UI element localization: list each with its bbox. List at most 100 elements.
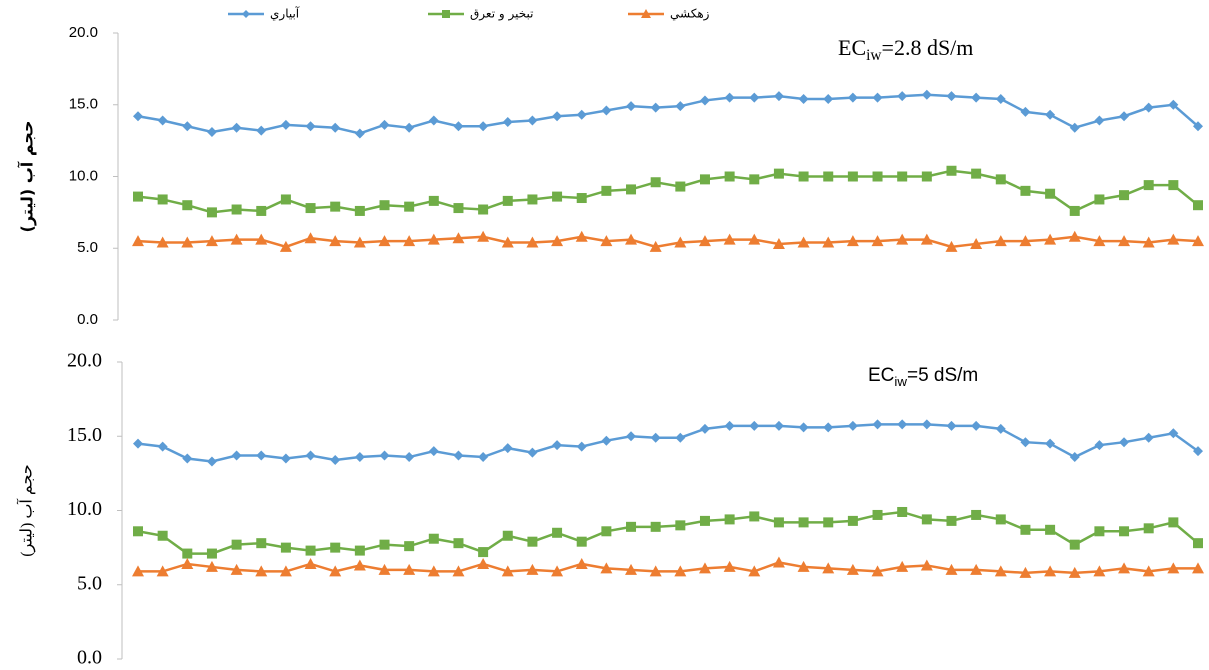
marker: [329, 235, 342, 247]
marker: [452, 565, 465, 577]
marker: [649, 240, 662, 252]
marker: [404, 201, 415, 212]
marker: [994, 235, 1007, 247]
marker: [846, 563, 859, 575]
marker: [502, 116, 513, 127]
marker: [601, 435, 612, 446]
marker: [674, 236, 687, 248]
marker: [995, 94, 1006, 105]
marker: [847, 171, 858, 182]
marker: [305, 545, 316, 556]
marker: [1044, 233, 1057, 245]
marker: [772, 556, 785, 568]
marker: [428, 446, 439, 457]
marker: [1068, 230, 1081, 242]
marker: [872, 509, 883, 520]
marker: [625, 563, 638, 575]
marker: [872, 92, 883, 103]
marker: [699, 95, 710, 106]
marker: [427, 233, 440, 245]
marker: [230, 233, 243, 245]
marker: [526, 563, 539, 575]
marker: [601, 526, 612, 537]
y-tick-label: 10.0: [69, 167, 98, 184]
marker: [404, 541, 415, 552]
marker: [946, 420, 957, 431]
marker: [1168, 180, 1179, 191]
legend-label: زهكشي: [670, 7, 710, 22]
marker: [649, 565, 662, 577]
y-tick-label: 5.0: [77, 572, 102, 594]
marker: [724, 420, 735, 431]
marker: [379, 200, 390, 211]
marker: [575, 557, 588, 569]
marker: [305, 203, 316, 214]
marker: [231, 450, 242, 461]
marker: [280, 542, 291, 553]
marker: [920, 233, 933, 245]
marker: [1142, 236, 1155, 248]
marker: [1045, 524, 1056, 535]
marker: [971, 168, 982, 179]
marker: [945, 563, 958, 575]
marker: [724, 171, 735, 182]
marker: [354, 452, 365, 463]
marker: [1094, 194, 1105, 205]
marker: [304, 232, 317, 244]
marker: [1069, 122, 1080, 133]
marker: [1143, 432, 1154, 443]
marker: [428, 115, 439, 126]
marker: [748, 565, 761, 577]
marker: [305, 450, 316, 461]
marker: [156, 565, 169, 577]
series-line: [137, 510, 1199, 555]
marker: [699, 515, 710, 526]
marker: [798, 422, 809, 433]
marker: [773, 517, 784, 528]
marker: [552, 527, 563, 538]
marker: [132, 565, 144, 577]
marker: [478, 121, 489, 132]
marker: [1020, 524, 1031, 535]
marker: [527, 115, 538, 126]
marker: [206, 456, 217, 467]
marker: [724, 92, 735, 103]
marker: [1045, 188, 1056, 199]
marker: [403, 563, 416, 575]
marker: [1167, 233, 1180, 245]
y-axis-label: حجم آب (ليتر): [17, 121, 37, 233]
marker: [279, 240, 292, 252]
annotation-sub: iw: [894, 374, 907, 389]
series-line: [137, 169, 1199, 214]
marker: [1020, 437, 1031, 448]
marker: [994, 565, 1007, 577]
marker: [1094, 440, 1105, 451]
marker: [1093, 235, 1106, 247]
marker: [1143, 523, 1154, 534]
marker: [823, 171, 834, 182]
marker: [1020, 106, 1031, 117]
legend-label: آبياري: [270, 6, 300, 22]
marker: [526, 236, 539, 248]
marker: [427, 565, 440, 577]
annotation-rest: =5 dS/m: [907, 365, 978, 386]
marker: [552, 191, 563, 202]
marker: [995, 174, 1006, 185]
marker: [242, 10, 250, 18]
marker: [1020, 185, 1031, 196]
marker: [921, 514, 932, 525]
marker: [749, 511, 760, 522]
marker: [724, 514, 735, 525]
marker: [157, 530, 168, 541]
marker: [501, 565, 514, 577]
marker: [946, 515, 957, 526]
marker: [1193, 538, 1203, 549]
marker: [133, 111, 143, 122]
marker: [452, 232, 465, 244]
marker: [354, 205, 365, 216]
marker: [206, 127, 217, 138]
marker: [156, 236, 169, 248]
annotation: ECiw=2.8 dS/m: [838, 35, 973, 63]
series-line: [137, 235, 1199, 249]
